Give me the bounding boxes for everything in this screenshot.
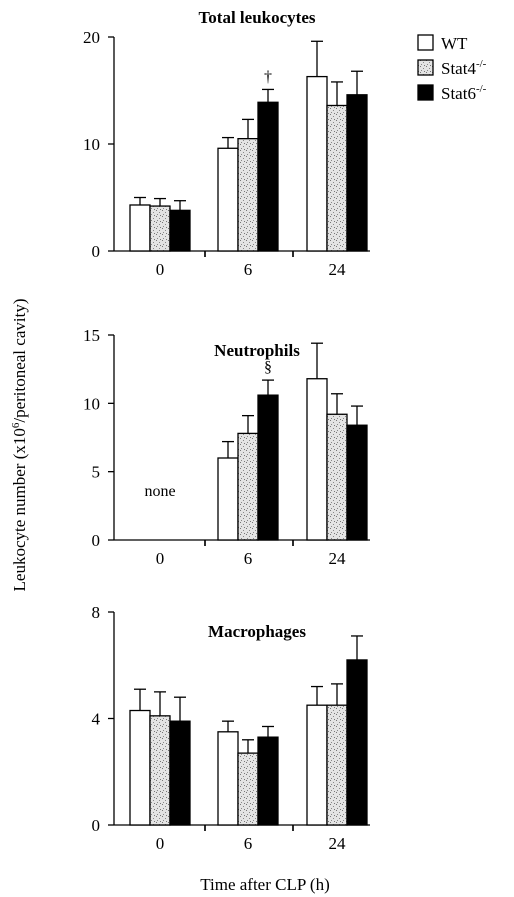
bar-open: [129, 709, 151, 826]
x-tick-label: 24: [329, 549, 347, 568]
bar-stippled: [149, 205, 171, 252]
bar-annotation: †: [264, 68, 272, 85]
panel-title: Macrophages: [208, 622, 306, 641]
bar-open: [129, 204, 151, 252]
y-axis-title-main: Leukocyte number (x10: [10, 428, 29, 591]
y-tick-label: 4: [92, 710, 101, 729]
bar-solid: [169, 209, 191, 252]
bar-stippled: [237, 752, 259, 826]
x-tick-label: 0: [156, 834, 165, 853]
bar-annotation: §: [264, 359, 272, 376]
legend: WT Stat4-/- Stat6-/-: [417, 34, 487, 103]
bar-solid: [346, 94, 368, 252]
bar-open: [306, 704, 328, 826]
y-tick-label: 20: [83, 28, 100, 47]
panels-group: Total leukocytes 0 10 20 0 6 24 † Neutrophils 0 5 1…: [83, 8, 370, 853]
bar-solid: [346, 424, 368, 541]
y-tick-label: 8: [92, 603, 101, 622]
legend-label: Stat6-/-: [441, 83, 487, 103]
y-tick-label: 5: [92, 463, 101, 482]
x-tick-label: 0: [156, 260, 165, 279]
x-tick-label: 24: [329, 260, 347, 279]
bar-stippled: [326, 413, 348, 541]
chart-panel: Total leukocytes 0 10 20 0 6 24 †: [83, 8, 370, 279]
x-tick-label: 6: [244, 549, 253, 568]
panel-title: Total leukocytes: [199, 8, 316, 27]
chart-panel: Macrophages 0 4 8 0 6 24: [92, 603, 370, 853]
bar-open: [306, 75, 328, 252]
bar-open: [217, 731, 239, 826]
panel-title: Neutrophils: [214, 341, 300, 360]
bar-solid: [257, 101, 279, 252]
legend-swatch-open: [417, 34, 434, 51]
bar-annotation: none: [144, 483, 175, 500]
chart-panel: Neutrophils 0 5 10 15 0 6 24 § none: [83, 326, 370, 568]
y-tick-label: 10: [83, 135, 100, 154]
y-tick-label: 10: [83, 394, 100, 413]
bar-solid: [169, 720, 191, 826]
y-tick-label: 0: [92, 531, 101, 550]
y-tick-label: 15: [83, 326, 100, 345]
x-axis-title: Time after CLP (h): [200, 875, 330, 894]
bar-open: [217, 457, 239, 541]
bar-open: [306, 378, 328, 541]
bar-stippled: [326, 104, 348, 252]
y-tick-label: 0: [92, 816, 101, 835]
x-tick-label: 6: [244, 260, 253, 279]
bar-stippled: [237, 137, 259, 252]
y-axis-title-sup: 6: [10, 422, 22, 428]
bar-solid: [257, 736, 279, 826]
legend-swatch-solid: [417, 84, 434, 101]
y-axis-title: Leukocyte number (x106/peritoneal cavity…: [10, 299, 29, 592]
bar-stippled: [326, 704, 348, 826]
bar-solid: [257, 394, 279, 541]
x-tick-label: 6: [244, 834, 253, 853]
bar-solid: [346, 659, 368, 826]
x-tick-label: 24: [329, 834, 347, 853]
y-axis-title-tail: /peritoneal cavity): [10, 299, 29, 423]
x-tick-label: 0: [156, 549, 165, 568]
legend-label: Stat4-/-: [441, 58, 487, 78]
bar-stippled: [149, 715, 171, 826]
legend-item: Stat4-/-: [417, 58, 487, 78]
y-tick-label: 0: [92, 242, 101, 261]
bar-stippled: [237, 432, 259, 541]
bar-open: [217, 147, 239, 252]
legend-label: WT: [441, 34, 468, 53]
legend-swatch-stippled: [417, 59, 434, 76]
legend-item: Stat6-/-: [417, 83, 487, 103]
legend-item: WT: [417, 34, 468, 53]
